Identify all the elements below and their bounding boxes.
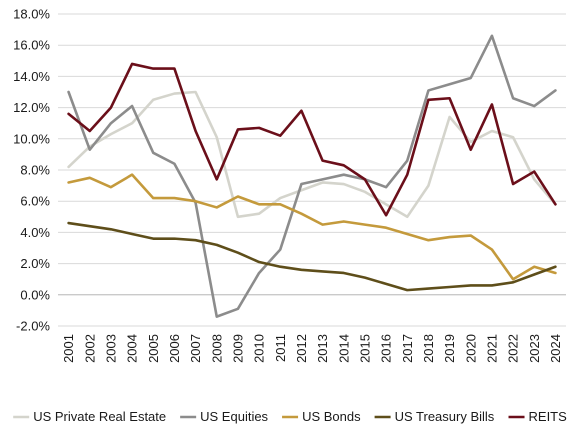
y-tick-label: -2.0% [16, 319, 50, 334]
x-tick-label: 2007 [188, 334, 203, 363]
x-tick-label: 2001 [61, 334, 76, 363]
legend-item-reits: REITS [508, 409, 568, 424]
y-tick-label: 2.0% [20, 256, 50, 271]
x-tick-label: 2011 [273, 334, 288, 362]
legend-item-us-private-real-estate: US Private Real Estate [13, 409, 166, 424]
x-tick-label: 2019 [442, 334, 457, 363]
y-tick-label: 4.0% [20, 225, 50, 240]
y-tick-label: 8.0% [20, 163, 50, 178]
y-tick-label: 6.0% [20, 194, 50, 209]
x-tick-label: 2008 [209, 334, 224, 363]
legend-item-us-equities: US Equities [180, 409, 269, 424]
x-tick-label: 2005 [146, 334, 161, 363]
legend-item-us-bonds: US Bonds [282, 409, 361, 424]
x-tick-label: 2014 [336, 334, 351, 363]
y-tick-label: 12.0% [13, 100, 50, 115]
x-tick-label: 2020 [463, 334, 478, 363]
x-tick-label: 2023 [527, 334, 542, 363]
x-tick-label: 2012 [294, 334, 309, 363]
series-line-us-private-real-estate [67, 90, 557, 219]
series-lines [67, 34, 557, 318]
x-tick-label: 2015 [357, 334, 372, 363]
x-tick-label: 2010 [252, 334, 267, 363]
x-tick-label: 2016 [379, 334, 394, 363]
x-tick-label: 2018 [421, 334, 436, 363]
series-line-us-equities [67, 34, 557, 318]
y-tick-label: 16.0% [13, 38, 50, 53]
x-tick-label: 2003 [103, 334, 118, 363]
x-tick-label: 2009 [230, 334, 245, 363]
legend-label: REITS [529, 409, 568, 424]
series-line-us-bonds [67, 173, 557, 281]
legend-label: US Equities [200, 409, 268, 424]
series-line-reits [67, 62, 557, 217]
x-axis-ticks: 2001 2002 2003 2004 2005 2006 2007 2008 2009 2010… [61, 334, 563, 363]
x-tick-label: 2017 [400, 334, 415, 363]
x-tick-label: 2021 [484, 334, 499, 363]
x-tick-label: 2013 [315, 334, 330, 363]
y-tick-label: 14.0% [13, 69, 50, 84]
x-tick-label: 2022 [506, 334, 521, 363]
gridlines [58, 13, 566, 327]
series-line-us-treasury-bills [67, 221, 557, 292]
legend: US Private Real Estate US Equities US Bond… [13, 409, 567, 424]
x-tick-label: 2004 [125, 334, 140, 363]
x-tick-label: 2024 [548, 334, 563, 363]
y-tick-label: 0.0% [20, 287, 50, 302]
y-axis-ticks: -2.0% 0.0% 2.0% 4.0% 6.0% 8.0% 10.0% 12.0% 14.0%… [13, 7, 50, 334]
legend-label: US Treasury Bills [395, 409, 495, 424]
x-tick-label: 2002 [82, 334, 97, 363]
legend-label: US Private Real Estate [33, 409, 166, 424]
x-tick-label: 2006 [167, 334, 182, 363]
legend-item-us-treasury-bills: US Treasury Bills [374, 409, 495, 424]
y-tick-label: 10.0% [13, 131, 50, 146]
legend-label: US Bonds [302, 409, 361, 424]
y-tick-label: 18.0% [13, 7, 50, 22]
